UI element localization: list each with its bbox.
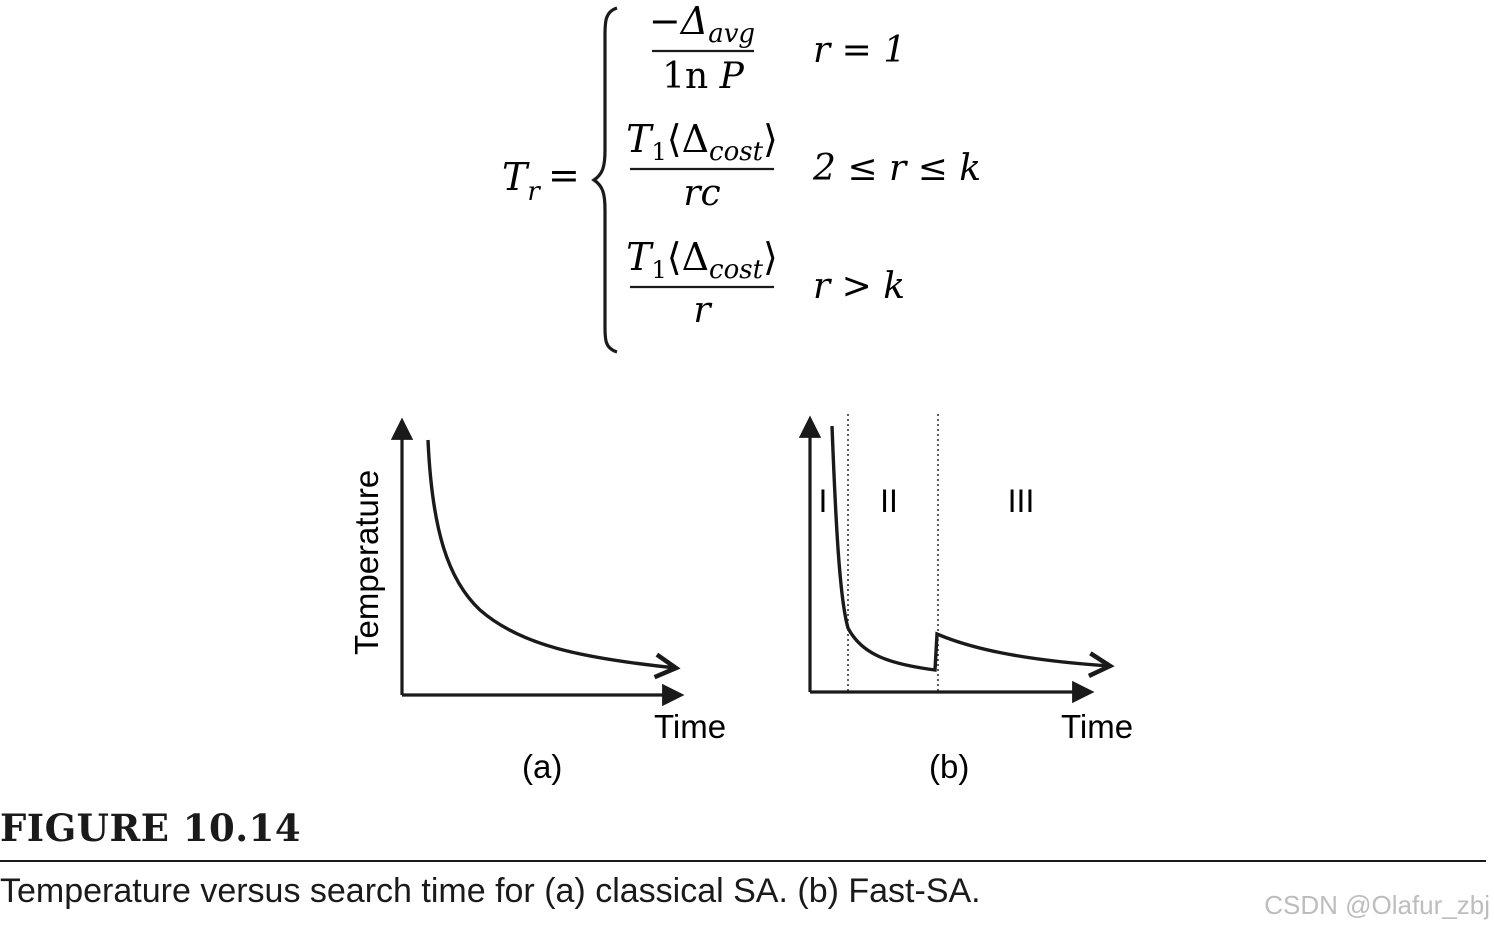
plot-a-panel-label: (a): [522, 748, 562, 785]
plot-b-curve: [830, 425, 1110, 670]
case-2-denominator: rc: [683, 173, 720, 214]
case-2-condition: 2 ≤ r ≤ k: [812, 148, 981, 189]
case-2: T1⟨Δcost⟩ rc 2 ≤ r ≤ k: [626, 117, 981, 214]
case-2-numerator: T1⟨Δcost⟩: [626, 117, 778, 167]
plot-b-panel-label: (b): [929, 748, 969, 785]
case-1-condition: r = 1: [813, 30, 906, 71]
equation-lhs: Tr: [502, 155, 541, 207]
equation-equals: =: [548, 153, 580, 197]
case-1: −Δavg 1n P r = 1: [649, 0, 906, 97]
plot-a: Temperature Time (a): [348, 417, 726, 785]
plot-a-curve: [426, 439, 676, 668]
left-brace: [591, 6, 618, 354]
plot-a-xlabel: Time: [654, 708, 726, 745]
case-3-numerator: T1⟨Δcost⟩: [626, 235, 778, 285]
region-label-2: II: [880, 483, 898, 519]
region-label-1: I: [819, 483, 828, 519]
plot-b: I II III Time (b): [798, 414, 1133, 785]
case-1-denominator: 1n P: [662, 56, 745, 97]
watermark: CSDN @Olafur_zbj: [1264, 890, 1490, 920]
region-label-3: III: [1008, 483, 1035, 519]
case-1-numerator: −Δavg: [649, 0, 755, 49]
figure-caption: Temperature versus search time for (a) c…: [0, 872, 981, 910]
caption-rule: [0, 860, 1486, 862]
plot-b-xlabel: Time: [1061, 708, 1133, 745]
case-3: T1⟨Δcost⟩ r r > k: [626, 235, 905, 331]
temperature-plots: Temperature Time (a) I II III Time (b): [0, 380, 1494, 800]
figure-label: FIGURE 10.14: [0, 806, 302, 850]
plot-a-ylabel: Temperature: [348, 470, 385, 655]
temperature-equation: Tr = −Δavg 1n P r = 1 T1⟨Δcost⟩ rc 2 ≤ r…: [0, 0, 1494, 370]
case-3-condition: r > k: [813, 266, 905, 307]
case-3-denominator: r: [693, 290, 712, 331]
